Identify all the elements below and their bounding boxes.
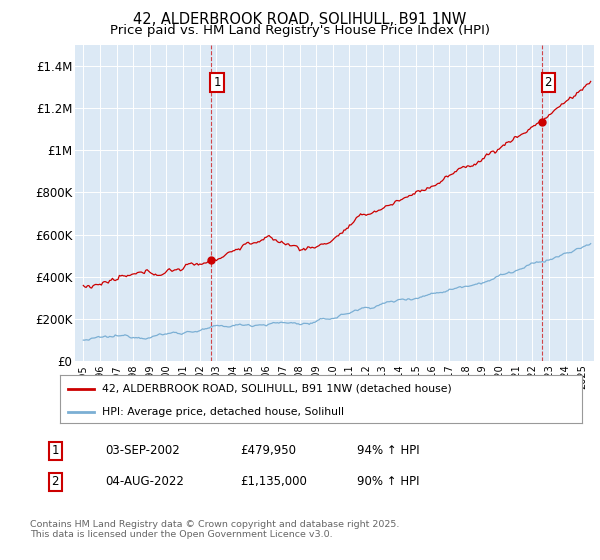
Text: 2: 2 xyxy=(545,77,552,90)
Text: 94% ↑ HPI: 94% ↑ HPI xyxy=(357,444,419,458)
Text: Contains HM Land Registry data © Crown copyright and database right 2025.
This d: Contains HM Land Registry data © Crown c… xyxy=(30,520,400,539)
Text: HPI: Average price, detached house, Solihull: HPI: Average price, detached house, Soli… xyxy=(102,407,344,417)
Text: 1: 1 xyxy=(214,77,221,90)
Text: 2: 2 xyxy=(52,475,59,488)
Text: 90% ↑ HPI: 90% ↑ HPI xyxy=(357,475,419,488)
Text: 42, ALDERBROOK ROAD, SOLIHULL, B91 1NW (detached house): 42, ALDERBROOK ROAD, SOLIHULL, B91 1NW (… xyxy=(102,384,452,394)
Text: 1: 1 xyxy=(52,444,59,458)
Text: 04-AUG-2022: 04-AUG-2022 xyxy=(105,475,184,488)
Text: 03-SEP-2002: 03-SEP-2002 xyxy=(105,444,180,458)
Text: 42, ALDERBROOK ROAD, SOLIHULL, B91 1NW: 42, ALDERBROOK ROAD, SOLIHULL, B91 1NW xyxy=(133,12,467,27)
Text: £479,950: £479,950 xyxy=(240,444,296,458)
Text: Price paid vs. HM Land Registry's House Price Index (HPI): Price paid vs. HM Land Registry's House … xyxy=(110,24,490,36)
Text: £1,135,000: £1,135,000 xyxy=(240,475,307,488)
